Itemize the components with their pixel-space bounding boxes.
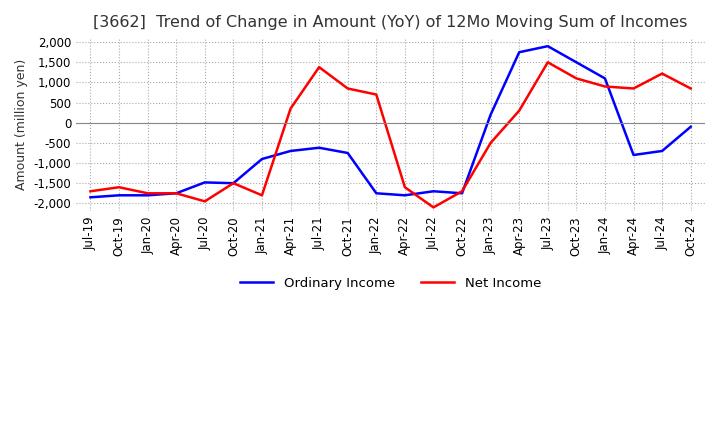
Net Income [172,191,181,196]
Net Income [400,185,409,190]
Ordinary Income [315,145,323,150]
Net Income [372,92,381,97]
Ordinary Income [600,76,609,81]
Net Income [658,71,667,76]
Ordinary Income [400,193,409,198]
Net Income [544,60,552,65]
Title: [3662]  Trend of Change in Amount (YoY) of 12Mo Moving Sum of Incomes: [3662] Trend of Change in Amount (YoY) o… [94,15,688,30]
Ordinary Income [486,112,495,117]
Legend: Ordinary Income, Net Income: Ordinary Income, Net Income [235,271,546,295]
Ordinary Income [658,148,667,154]
Ordinary Income [200,180,209,185]
Ordinary Income [229,180,238,186]
Net Income [429,205,438,210]
Net Income [686,86,695,91]
Net Income [315,65,323,70]
Ordinary Income [343,150,352,156]
Net Income [343,86,352,91]
Ordinary Income [372,191,381,196]
Ordinary Income [143,193,152,198]
Line: Net Income: Net Income [91,62,690,207]
Line: Ordinary Income: Ordinary Income [91,46,690,197]
Y-axis label: Amount (million yen): Amount (million yen) [15,59,28,191]
Net Income [515,108,523,113]
Net Income [629,86,638,91]
Ordinary Income [686,124,695,129]
Ordinary Income [429,189,438,194]
Ordinary Income [258,156,266,161]
Net Income [287,106,295,111]
Ordinary Income [86,194,95,200]
Ordinary Income [114,193,123,198]
Net Income [458,189,467,194]
Ordinary Income [544,44,552,49]
Ordinary Income [172,191,181,196]
Net Income [229,180,238,186]
Net Income [200,199,209,204]
Ordinary Income [287,148,295,154]
Net Income [143,191,152,196]
Ordinary Income [572,60,581,65]
Net Income [572,76,581,81]
Ordinary Income [458,191,467,196]
Ordinary Income [629,152,638,158]
Net Income [258,193,266,198]
Net Income [486,140,495,146]
Ordinary Income [515,50,523,55]
Net Income [114,185,123,190]
Net Income [86,189,95,194]
Net Income [600,84,609,89]
